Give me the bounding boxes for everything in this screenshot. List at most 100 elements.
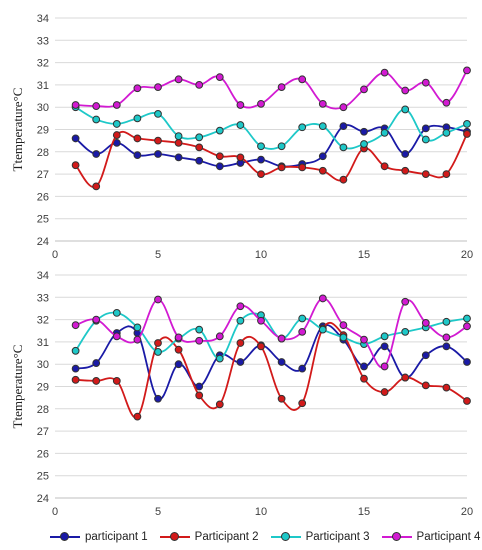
data-point-participant-4: [112, 101, 121, 109]
legend-label: Participant 2: [194, 531, 259, 543]
data-point-participant-3: [401, 105, 410, 114]
data-point-participant-3: [133, 323, 142, 332]
y-tick-label: 34: [37, 270, 49, 282]
legend-swatch-participant-2: [159, 532, 190, 542]
data-point-participant-1: [71, 134, 80, 143]
data-point-participant-3: [154, 348, 162, 356]
data-point-participant-1: [215, 162, 224, 171]
data-point-participant-2: [215, 400, 224, 409]
y-tick-label: 33: [37, 35, 49, 47]
data-point-participant-4: [318, 99, 327, 108]
data-point-participant-3: [154, 109, 162, 118]
data-point-participant-3: [174, 132, 183, 141]
data-point-participant-4: [421, 319, 430, 327]
data-point-participant-2: [298, 399, 307, 408]
data-point-participant-1: [277, 358, 286, 366]
legend: participant 1 Participant 2 Participant …: [50, 527, 480, 547]
legend-swatch-participant-1: [50, 532, 80, 542]
data-point-participant-2: [92, 182, 101, 191]
data-point-participant-4: [112, 332, 121, 341]
data-point-participant-4: [236, 302, 245, 311]
data-point-participant-1: [463, 358, 471, 366]
data-point-participant-3: [215, 126, 224, 135]
data-point-participant-2: [195, 391, 204, 400]
legend-item-participant-2: Participant 2: [159, 531, 259, 543]
data-point-participant-2: [154, 136, 162, 145]
legend-item-participant-1: participant 1: [50, 531, 148, 543]
data-point-participant-3: [318, 122, 327, 131]
y-tick-label: 32: [37, 58, 49, 70]
data-point-participant-3: [257, 142, 265, 151]
x-tick-label: 5: [155, 249, 161, 261]
x-tick-label: 20: [461, 506, 473, 518]
data-point-participant-2: [463, 397, 471, 405]
data-point-participant-4: [339, 103, 348, 112]
data-point-participant-2: [277, 394, 286, 403]
data-point-participant-2: [339, 175, 348, 184]
data-point-participant-2: [236, 153, 245, 162]
data-point-participant-1: [380, 342, 389, 351]
data-point-participant-1: [401, 150, 410, 158]
data-point-participant-1: [174, 360, 183, 369]
data-point-participant-4: [277, 83, 286, 92]
legend-swatch-participant-3: [270, 532, 301, 542]
data-point-participant-1: [442, 342, 451, 351]
y-tick-label: 25: [37, 471, 49, 483]
data-point-participant-2: [112, 131, 121, 139]
data-point-participant-4: [154, 83, 162, 92]
data-point-participant-1: [360, 127, 368, 136]
data-point-participant-2: [380, 388, 389, 396]
data-point-participant-3: [277, 142, 286, 151]
data-point-participant-3: [339, 143, 348, 152]
y-tick-label: 24: [37, 236, 49, 248]
y-axis-label: Ttemperature°C: [10, 88, 25, 172]
data-point-participant-1: [257, 155, 265, 164]
y-tick-label: 32: [37, 315, 49, 327]
data-point-participant-4: [442, 98, 451, 107]
y-tick-label: 26: [37, 448, 49, 460]
data-point-participant-4: [360, 335, 368, 344]
y-tick-label: 27: [37, 426, 49, 438]
data-point-participant-2: [236, 339, 245, 347]
y-tick-label: 28: [37, 404, 49, 416]
y-tick-label: 25: [37, 214, 49, 226]
data-point-participant-1: [195, 156, 204, 165]
data-point-participant-4: [298, 75, 307, 84]
data-point-participant-3: [92, 115, 101, 124]
series-line-participant-2: [75, 321, 468, 419]
chart-panel-1: 24 25 26 27 28 29 30 31 32 33 34 0 5 10 15 20 Ttemperatu…: [10, 13, 473, 261]
legend-item-participant-3: Participant 3: [270, 531, 370, 543]
data-point-participant-1: [339, 122, 348, 131]
series-line-participant-1: [75, 124, 468, 168]
x-tick-label: 0: [52, 506, 58, 518]
data-point-participant-3: [318, 325, 327, 334]
data-point-participant-4: [318, 294, 327, 303]
y-tick-label: 30: [37, 102, 49, 114]
data-point-participant-1: [195, 382, 204, 391]
data-point-participant-1: [421, 351, 430, 360]
series-line-participant-1: [75, 324, 468, 400]
data-point-participant-4: [277, 334, 286, 343]
data-point-participant-2: [401, 166, 410, 175]
data-point-participant-4: [195, 81, 204, 89]
data-point-participant-1: [71, 364, 80, 373]
data-point-participant-2: [380, 162, 389, 171]
data-point-participant-4: [195, 336, 204, 345]
data-point-participant-4: [257, 316, 265, 325]
data-point-participant-2: [257, 170, 265, 179]
data-point-participant-3: [442, 317, 451, 326]
data-point-participant-2: [133, 134, 142, 143]
data-point-participant-3: [442, 128, 451, 137]
legend-item-participant-4: Participant 4: [381, 531, 480, 543]
data-point-participant-3: [401, 327, 410, 336]
x-tick-label: 10: [255, 249, 267, 261]
data-point-participant-2: [360, 374, 368, 383]
data-point-participant-4: [133, 335, 142, 344]
data-point-participant-2: [174, 345, 183, 354]
legend-label: participant 1: [85, 531, 148, 543]
data-point-participant-2: [421, 381, 430, 390]
data-point-participant-2: [133, 412, 142, 421]
x-tick-label: 0: [52, 249, 58, 261]
data-point-participant-2: [112, 377, 121, 385]
data-point-participant-4: [339, 321, 348, 330]
